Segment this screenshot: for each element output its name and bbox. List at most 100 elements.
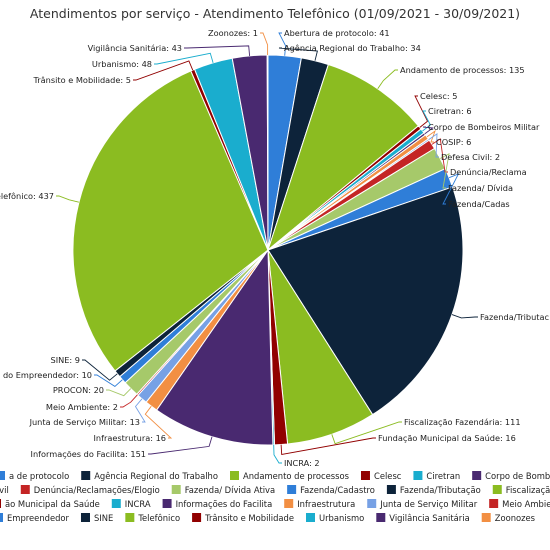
legend-item-ao-municipal-da-saude[interactable]: ão Municipal da Saúde [0,499,100,509]
legend-label: Infraestrutura [297,499,355,509]
leader-line-meio-ambiente [120,394,138,408]
leader-line-abertura-de-protocolo [278,32,287,56]
leader-line-zoonozes [260,32,269,55]
data-label-informacoes-do-facilita: Informações do Facilita: 151 [31,449,146,459]
legend-item-a-de-protocolo[interactable]: a de protocolo [0,471,69,481]
leader-line-telefonico [56,195,80,203]
legend-label: Meio Ambiente [502,499,550,509]
legend-label: INCRA [125,499,151,509]
legend-label: Denúncia/Reclamações/Elogio [34,485,160,495]
legend-swatch [162,499,172,508]
legend-swatch [481,513,491,522]
data-label-procon: PROCON: 20 [53,385,104,395]
legend-item-civil[interactable]: Civil [0,485,9,495]
legend-label: Zoonozes [495,513,535,523]
legend-label: Andamento de processos [243,471,349,481]
data-label-ciretran: Ciretran: 6 [428,106,472,116]
leader-line-corpo-de-bombeiros-militar [422,126,434,135]
data-label-transito-e-mobilidade: Trânsito e Mobilidade: 5 [33,75,132,85]
leader-line-urbanismo [154,52,214,65]
legend-label: Telefônico [137,513,180,523]
legend-item-vigilancia-sanitaria[interactable]: Vigilância Sanitária [376,513,470,523]
legend-item-urbanismo[interactable]: Urbanismo [305,513,364,523]
leader-line-sala-do-empreendedor [94,374,123,387]
legend-item-fiscalizacao-fazer[interactable]: Fiscalização Fazer [492,485,550,495]
leader-line-fundacao-municipal-da-saude [280,437,376,456]
legend-label: Celesc [374,471,402,481]
legend-label: Agência Regional do Trabalho [94,471,218,481]
legend-item-incra[interactable]: INCRA [111,499,151,509]
legend-item-fazenda-tributacao[interactable]: Fazenda/Tributação [386,485,481,495]
legend-item-fazenda-divida-ativa[interactable]: Fazenda/ Dívida Ativa [171,485,275,495]
legend-item-agencia-regional-do-trabalho[interactable]: Agência Regional do Trabalho [81,471,218,481]
legend-label: a de protocolo [9,471,69,481]
legend-label: Fazenda/Tributação [400,485,481,495]
pie-slice-informacoes-do-facilita[interactable] [155,248,274,446]
legend-swatch [367,499,377,508]
legend-item-ciretran[interactable]: Ciretran [413,471,460,481]
leader-line-vigilancia-sanitaria [184,45,251,56]
legend-swatch [80,513,90,522]
legend-swatch [284,499,294,508]
legend-item-fazenda-cadastro[interactable]: Fazenda/Cadastro [287,485,375,495]
data-label-junta-de-servico-militar: Junta de Serviço Militar: 13 [29,417,140,427]
data-label-corpo-de-bombeiros-militar: Corpo de Bombeiros Militar [428,122,540,132]
leader-line-celesc [414,95,429,128]
legend-item-zoonozes[interactable]: Zoonozes [481,513,535,523]
data-label-telefonico: elefônico: 437 [0,191,54,201]
data-label-fiscalizacao-fazendaria: Fiscalização Fazendária: 111 [404,417,521,427]
legend-swatch [171,485,181,494]
data-label-defesa-civil: Defesa Civil: 2 [441,152,500,162]
data-label-infraestrutura: Infraestrutura: 16 [93,433,166,443]
pie-slice-telefonico[interactable] [72,70,269,372]
legend-label: Urbanismo [319,513,364,523]
data-label-sala-do-empreendedor: a do Empreendedor: 10 [0,370,92,380]
legend-swatch [125,513,135,522]
legend-item-denuncia-reclamacoes-elogio[interactable]: Denúncia/Reclamações/Elogio [20,485,160,495]
data-label-vigilancia-sanitaria: Vigilância Sanitária: 43 [88,43,182,53]
leader-line-andamento-de-processos [377,69,398,90]
legend-item-celesc[interactable]: Celesc [360,471,402,481]
legend-swatch [376,513,386,522]
leader-line-informacoes-do-facilita [148,436,213,455]
legend-label: Junta de Serviço Militar [379,499,478,509]
legend-item-telefonico[interactable]: Telefônico [125,513,180,523]
legend-item-empreendedor[interactable]: Empreendedor [0,513,70,523]
legend-item-meio-ambiente[interactable]: Meio Ambiente [489,499,550,509]
data-label-zoonozes: Zoonozes: 1 [208,28,258,38]
legend-item-andamento-de-processos[interactable]: Andamento de processos [230,471,349,481]
legend-label: Civil [0,485,9,495]
legend-item-informacoes-do-facilita[interactable]: Informações do Facilita [162,499,273,509]
data-label-incra: INCRA: 2 [284,458,320,468]
legend-label: SINE [94,513,113,523]
leader-line-sine [82,359,118,381]
legend-item-sine[interactable]: SINE [80,513,113,523]
data-label-fundacao-municipal-da-saude: Fundação Municipal da Saúde: 16 [378,433,516,443]
leader-line-fazenda-tributacao [451,314,478,319]
legend-swatch [305,513,315,522]
data-label-denuncia-reclamacoes-elogio: Denúncia/Reclama [450,167,527,177]
pie-slice-fazenda-tributacao[interactable] [267,186,464,416]
leader-line-defesa-civil [428,133,439,158]
data-label-fazenda-tributacao: Fazenda/Tributac [480,312,549,322]
legend-swatch [413,471,423,480]
legend-item-junta-de-servico-militar[interactable]: Junta de Serviço Militar [367,499,478,509]
legend-item-transito-e-mobilidade[interactable]: Trânsito e Mobilidade [192,513,294,523]
legend-label: Fazenda/Cadastro [300,485,375,495]
data-label-andamento-de-processos: Andamento de processos: 135 [400,65,525,75]
legend-swatch [20,485,30,494]
legend-swatch [360,471,370,480]
leader-line-procon [106,388,132,397]
leader-line-denuncia-reclamacoes-elogio [431,138,448,173]
legend-label: Informações do Facilita [176,499,273,509]
legend-item-infraestrutura[interactable]: Infraestrutura [284,499,355,509]
legend-label: Ciretran [426,471,460,481]
legend-swatch [386,485,396,494]
data-label-sine: SINE: 9 [51,355,80,365]
leaders-layer [56,32,478,464]
legend: a de protocolo Agência Regional do Trabal… [0,471,550,523]
data-label-fazenda-cadastro: Fazenda/Cadas [448,199,510,209]
legend-label: Fiscalização Fazer [506,485,550,495]
legend-item-corpo-de-bombeiros-militar[interactable]: Corpo de Bombeiros Militar [472,471,550,481]
legend-swatch [492,485,502,494]
